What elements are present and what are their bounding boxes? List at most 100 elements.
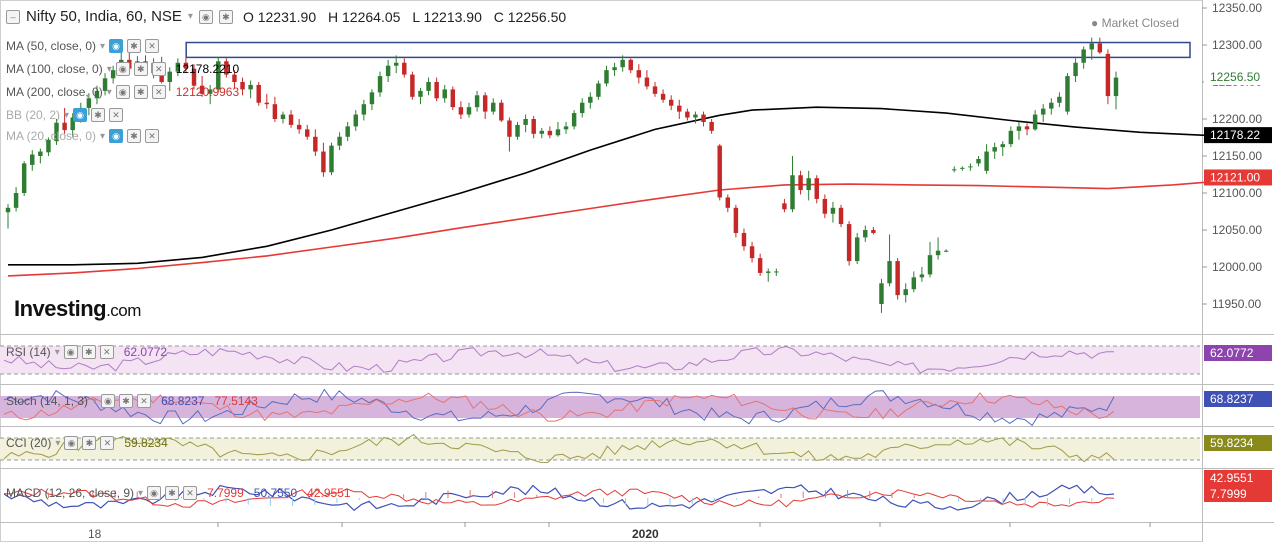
candle	[596, 80, 601, 100]
eye-icon[interactable]: ◉	[115, 85, 130, 99]
chevron-down-icon[interactable]: ▾	[100, 40, 106, 52]
candle	[62, 107, 67, 134]
close-icon[interactable]: ✕	[109, 108, 124, 122]
chevron-down-icon[interactable]: ▾	[55, 437, 61, 449]
candle-body	[305, 129, 310, 137]
close-icon[interactable]: ✕	[151, 62, 166, 76]
candle-body	[879, 283, 884, 304]
gear-icon[interactable]: ✱	[218, 9, 233, 24]
chevron-down-icon[interactable]: ▾	[92, 395, 98, 407]
candle	[175, 58, 181, 77]
eye-icon[interactable]: ◉	[73, 108, 88, 122]
candle	[814, 175, 819, 204]
candle-body	[482, 95, 488, 112]
market-status-label: Market Closed	[1101, 16, 1179, 30]
candle	[199, 76, 205, 97]
chevron-down-icon[interactable]: ▾	[106, 63, 112, 75]
close-icon[interactable]: ✕	[151, 85, 166, 99]
gear-icon[interactable]: ✱	[119, 394, 134, 408]
close-icon[interactable]: ✕	[137, 394, 152, 408]
legend-ma100[interactable]: MA (100, close, 0) ▾ ◉ ✱ ✕ 12178.2210	[6, 62, 239, 76]
gear-icon[interactable]: ✱	[127, 39, 142, 53]
legend-cci[interactable]: CCI (20) ▾ ◉ ✱ ✕ 59.8234	[6, 436, 168, 450]
candle	[774, 268, 779, 276]
gear-icon[interactable]: ✱	[127, 129, 142, 143]
candle	[838, 204, 844, 228]
candle-body	[434, 82, 439, 99]
gear-icon[interactable]: ✱	[133, 85, 148, 99]
macd-hist-badge-bg	[1204, 486, 1272, 502]
candle	[992, 142, 997, 159]
close-icon[interactable]: ✕	[183, 486, 198, 500]
chevron-down-icon[interactable]: ▾	[54, 346, 60, 358]
candle-body	[207, 89, 213, 94]
eye-icon[interactable]: ◉	[115, 62, 130, 76]
legend-macd[interactable]: MACD (12, 26, close, 9) ▾ ◉ ✱ ✕ 7.7999 5…	[6, 486, 351, 500]
candle	[879, 278, 884, 313]
candle-body	[248, 84, 253, 90]
legend-stoch-d: 77.5143	[214, 394, 258, 408]
candle-body	[110, 70, 116, 79]
legend-macd-macd: 50.7550	[253, 486, 298, 500]
gear-icon[interactable]: ✱	[165, 486, 180, 500]
candle	[466, 102, 472, 118]
candle	[1073, 58, 1078, 82]
chevron-down-icon[interactable]: ▾	[138, 487, 144, 499]
candle	[571, 110, 577, 130]
eye-icon[interactable]: ◉	[101, 394, 116, 408]
candle-body	[871, 230, 876, 233]
candle-body	[466, 107, 472, 115]
candle	[442, 84, 447, 103]
eye-icon[interactable]: ◉	[64, 436, 79, 450]
ma200-line	[7, 176, 1270, 277]
legend-ma200[interactable]: MA (200, close, 0) ▾ ◉ ✱ ✕ 12120.9963	[6, 85, 239, 99]
eye-icon[interactable]: ◉	[109, 129, 124, 143]
gear-icon[interactable]: ✱	[81, 345, 96, 359]
y-tick-label: 12200.00	[1212, 112, 1262, 126]
chevron-down-icon[interactable]: ▾	[187, 11, 193, 22]
symbol-title[interactable]: Nifty 50, India, 60, NSE	[26, 8, 182, 25]
candle	[806, 170, 811, 201]
candle	[887, 234, 892, 287]
legend-rsi[interactable]: RSI (14) ▾ ◉ ✱ ✕ 62.0772	[6, 345, 167, 359]
gear-icon[interactable]: ✱	[82, 436, 97, 450]
candle	[919, 267, 925, 282]
candle	[337, 132, 342, 151]
gear-icon[interactable]: ✱	[133, 62, 148, 76]
candle-body	[976, 158, 981, 164]
eye-icon[interactable]: ◉	[198, 9, 213, 24]
candle	[264, 93, 270, 109]
high-value: H 12264.05	[328, 8, 401, 25]
close-icon[interactable]: ✕	[145, 129, 160, 143]
legend-stoch[interactable]: Stoch (14, 1, 3) ▾ ◉ ✱ ✕ 68.8237 77.5143	[6, 394, 258, 408]
candle-body	[992, 147, 997, 152]
eye-icon[interactable]: ◉	[63, 345, 78, 359]
candle	[353, 110, 358, 131]
chevron-down-icon[interactable]: ▾	[100, 130, 106, 142]
close-icon[interactable]: ✕	[99, 345, 114, 359]
candle-body	[547, 130, 553, 136]
candle-body	[685, 111, 690, 118]
eye-icon[interactable]: ◉	[109, 39, 124, 53]
candle	[1105, 49, 1111, 105]
candle	[207, 84, 213, 105]
legend-bb[interactable]: BB (20, 2) ▾ ◉ ✱ ✕	[6, 108, 124, 122]
eye-icon[interactable]: ◉	[147, 486, 162, 500]
chevron-down-icon[interactable]: ▾	[106, 86, 112, 98]
chevron-down-icon[interactable]: ▾	[64, 109, 70, 121]
cci-band	[0, 438, 1200, 460]
close-icon[interactable]: ✕	[145, 39, 160, 53]
candle	[1065, 73, 1070, 115]
gear-icon[interactable]: ✱	[91, 108, 106, 122]
candle	[280, 111, 286, 124]
candle-body	[1049, 102, 1054, 109]
cci-badge: 59.8234	[1210, 436, 1254, 450]
x-tick-label: 18	[88, 527, 102, 541]
candle	[749, 241, 755, 263]
legend-ma20[interactable]: MA (20, close, 0) ▾ ◉ ✱ ✕	[6, 129, 160, 143]
close-icon[interactable]: ✕	[100, 436, 115, 450]
collapse-icon[interactable]: –	[6, 9, 20, 24]
legend-ma50[interactable]: MA (50, close, 0) ▾ ◉ ✱ ✕	[6, 39, 160, 53]
candle-body	[660, 93, 666, 100]
